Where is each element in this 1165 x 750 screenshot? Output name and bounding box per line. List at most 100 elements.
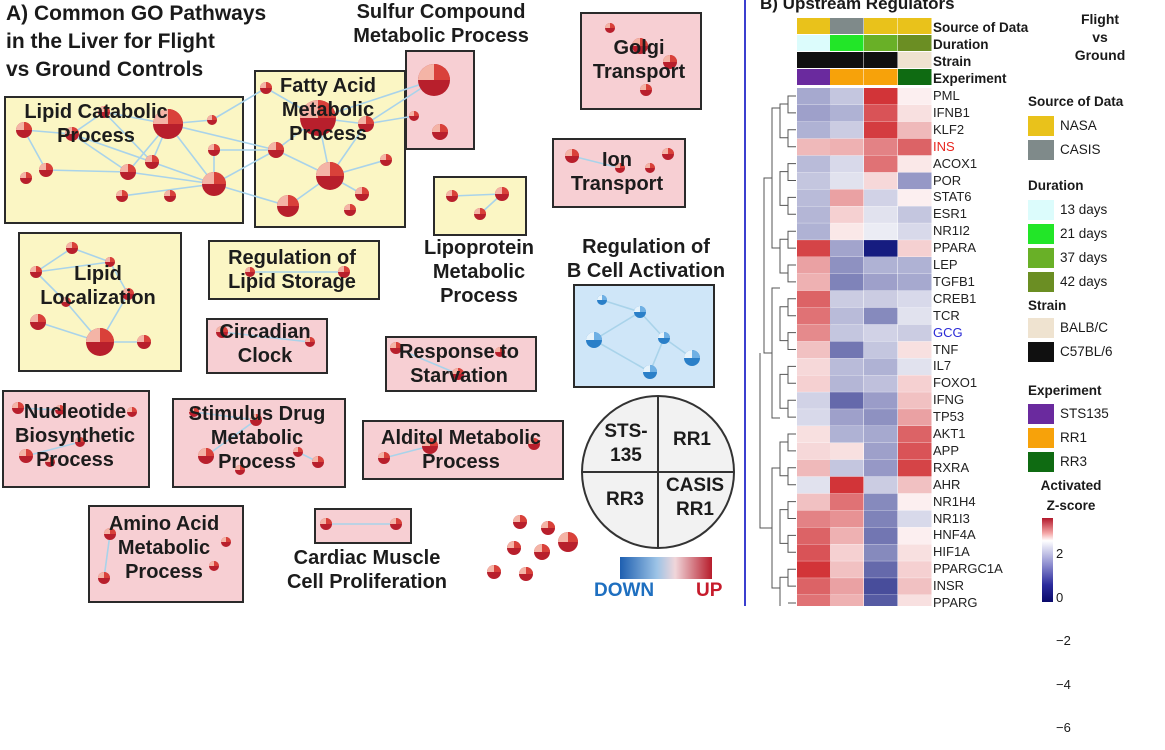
heatmap-cell <box>797 257 831 274</box>
pathway-node <box>216 326 228 338</box>
pathway-node <box>422 438 438 454</box>
heatmap-cell <box>898 595 932 606</box>
header-label-strain: Strain <box>933 54 972 69</box>
heatmap-cell <box>898 375 932 392</box>
heatmap-cell <box>797 442 831 460</box>
network-edge <box>221 331 311 343</box>
heatmap-cell <box>864 138 898 156</box>
gene-label: AHR <box>933 476 961 492</box>
heatmap-cell <box>864 578 898 595</box>
heatmap-cell <box>830 307 864 325</box>
flight-vs-ground-label: Flight vs Ground <box>1074 11 1126 63</box>
heatmap-cell <box>864 375 898 392</box>
heatmap-cell <box>830 442 864 460</box>
panel-a-title: A) Common GO Pathways in the Liver for F… <box>6 2 267 81</box>
heatmap-cell <box>797 578 831 595</box>
heatmap-cell <box>864 155 898 173</box>
gene-label: INSR <box>933 578 965 594</box>
heatmap-cell <box>797 392 831 409</box>
heatmap-cell <box>797 206 831 223</box>
pathway-node <box>250 414 262 426</box>
pathway-node <box>221 537 231 547</box>
legend-label-37days: 37 days <box>1060 250 1108 265</box>
network-edge <box>571 155 621 169</box>
pathway-node <box>380 154 392 166</box>
heatmap-cell <box>797 595 831 606</box>
header-cell-experiment <box>830 69 864 85</box>
pathway-node <box>662 148 674 160</box>
heatmap-cell <box>830 223 864 240</box>
pathway-node <box>189 407 199 417</box>
pathway-node <box>378 452 390 464</box>
header-label-experiment: Experiment <box>933 71 1007 86</box>
heatmap-cell <box>830 595 864 606</box>
pathway-node <box>597 295 607 305</box>
header-cell-source <box>797 18 831 34</box>
heatmap-cell <box>830 527 864 544</box>
heatmap-cell <box>797 527 831 544</box>
heatmap-cell <box>898 155 932 173</box>
heatmap-cell <box>797 307 831 325</box>
heatmap-cell <box>830 155 864 173</box>
colorbar-down-label: DOWN <box>594 580 655 601</box>
legend-swatch-casis <box>1028 140 1054 160</box>
heatmap-cell <box>864 341 898 359</box>
pathway-node <box>30 266 42 278</box>
heatmap-cell <box>830 358 864 375</box>
pathway-node <box>643 365 657 379</box>
pathway-node <box>316 162 344 190</box>
down-up-colorbar <box>620 557 712 579</box>
heatmap-cell <box>898 426 932 443</box>
pathway-node <box>632 38 648 54</box>
network-edge <box>601 299 641 313</box>
legend-label-c57bl6: C57BL/6 <box>1060 344 1113 359</box>
legend-label-rr3: RR3 <box>1060 454 1088 469</box>
pathway-node <box>75 437 85 447</box>
heatmap-cell <box>898 561 932 578</box>
legend-label-21days: 21 days <box>1060 226 1108 241</box>
pathway-node <box>153 109 183 139</box>
pathway-node <box>245 267 255 277</box>
pathway-node <box>541 521 555 535</box>
heatmap-cell <box>864 104 898 122</box>
gene-label: INS <box>933 138 955 154</box>
heatmap-cell <box>864 426 898 443</box>
gene-label: NR1I2 <box>933 223 970 239</box>
pathway-node <box>586 332 602 348</box>
gene-label: IFNB1 <box>933 104 970 120</box>
pathway-node <box>65 127 79 141</box>
header-cell-strain <box>830 52 864 68</box>
heatmap-cell <box>864 290 898 308</box>
heatmap-cell <box>830 138 864 156</box>
heatmap-cell <box>898 578 932 595</box>
pathway-node <box>20 172 32 184</box>
heatmap-cell <box>898 189 932 206</box>
heatmap-cell <box>797 341 831 359</box>
heatmap-cell <box>864 223 898 240</box>
heatmap-cell <box>864 527 898 544</box>
heatmap-cell <box>830 257 864 274</box>
heatmap-cell <box>898 510 932 528</box>
pathway-node <box>235 465 245 475</box>
network-edge <box>17 407 61 411</box>
network-edge <box>25 441 81 457</box>
header-label-duration: Duration <box>933 37 989 52</box>
pathway-node <box>30 314 46 330</box>
key-label-rr3: RR3 <box>605 489 644 510</box>
heatmap-cell <box>898 341 932 359</box>
pathway-node <box>145 155 159 169</box>
heatmap-cell <box>898 104 932 122</box>
heatmap-cell <box>898 392 932 409</box>
heatmap-cell <box>830 290 864 308</box>
network-edge <box>103 533 111 579</box>
gene-label: PPARA <box>933 240 977 256</box>
header-cell-duration <box>898 35 932 51</box>
cluster-box-lipid-catabolic <box>4 96 244 224</box>
heatmap-cell <box>898 172 932 190</box>
pathway-node <box>645 163 655 173</box>
heatmap-cell <box>898 324 932 342</box>
pathway-node <box>198 448 214 464</box>
key-label-sts135: STS- 135 <box>604 421 648 466</box>
heatmap-cell <box>797 104 831 122</box>
pathway-node <box>122 288 134 300</box>
